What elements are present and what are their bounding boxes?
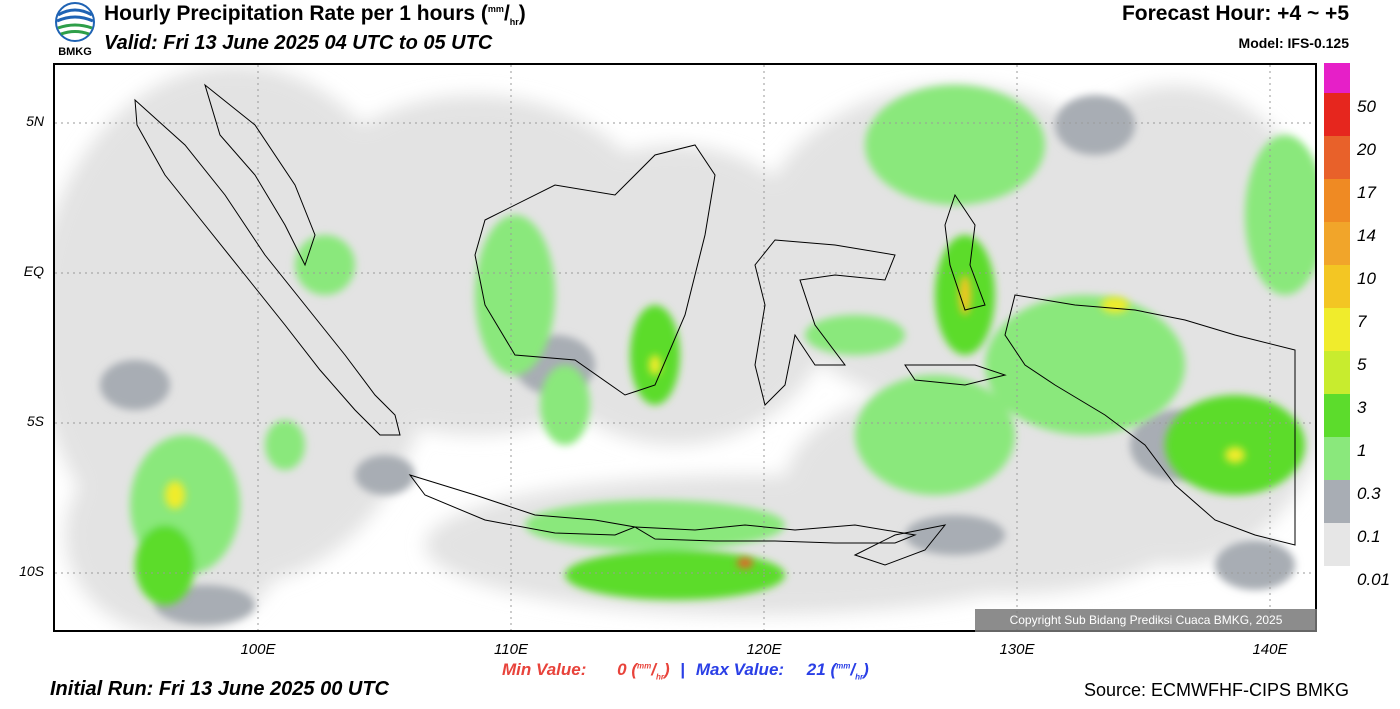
colorbar-segment [1324,222,1350,265]
lat-label-eq: EQ [23,263,44,279]
precipitation-map [53,63,1317,632]
lon-label-100e: 100E [240,641,276,658]
colorbar-label: 1 [1357,441,1367,460]
lat-label-5n: 5N [26,113,44,129]
colorbar-label: 7 [1357,312,1367,331]
lon-label-130e: 130E [999,641,1035,658]
colorbar-segment [1324,351,1350,394]
colorbar-label: 50 [1357,97,1376,116]
colorbar-label: 0.01 [1357,570,1391,589]
colorbar-label: 5 [1357,355,1367,374]
colorbar-label: 0.1 [1357,527,1381,546]
lon-label-110e: 110E [494,641,528,658]
valid-time: Valid: Fri 13 June 2025 04 UTC to 05 UTC [104,32,493,54]
colorbar-label: 14 [1357,226,1376,245]
max-value: 21 [806,660,826,679]
colorbar-segment [1324,93,1350,136]
max-label: Max Value: [695,660,785,679]
colorbar-segment [1324,265,1350,308]
papua-outline [1004,294,1296,546]
colorbar-segment [1324,437,1350,480]
min-max-values: Min Value: 0 (mm/hr) | Max Value: 21 (mm… [502,660,869,682]
halmahera-outline [944,193,986,311]
forecast-hour: Forecast Hour: +4 ~ +5 [1121,2,1349,25]
data-source: Source: ECMWFHF-CIPS BMKG [1083,680,1349,700]
lon-label-140e: 140E [1252,641,1288,658]
colorbar-segment [1324,136,1350,179]
lesser-sunda-outline [634,524,917,544]
colorbar-label: 17 [1357,183,1376,202]
sumatra-outline [134,98,401,436]
coastlines [134,83,1296,566]
min-label: Min Value: [502,660,587,679]
bmkg-logo [52,1,98,59]
lat-label-10s: 10S [19,563,44,579]
map-canvas [55,65,1315,630]
java-outline [408,474,637,536]
separator: | [680,660,686,679]
sulawesi-outline [754,239,896,406]
logo-label: BMKG [58,46,92,58]
colorbar-label: 0.3 [1357,484,1381,503]
lon-label-120e: 120E [746,641,782,658]
colorbar-label: 3 [1357,398,1367,417]
chart-title: Hourly Precipitation Rate per 1 hours (m… [104,2,526,28]
timor-outline [853,524,947,566]
min-value: 0 [617,660,627,679]
colorbar-segment [1324,394,1350,437]
colorbar-segment [1324,480,1350,523]
colorbar-segment [1324,63,1350,93]
colorbar-segment [1324,179,1350,222]
seram-outline [904,364,1007,386]
colorbar-segment [1324,523,1350,566]
colorbar [1324,63,1350,566]
initial-run: Initial Run: Fri 13 June 2025 00 UTC [50,678,389,700]
model-name: Model: IFS-0.125 [1238,35,1349,51]
colorbar-label: 10 [1357,269,1376,288]
malaysia-outline [204,83,316,267]
colorbar-label: 20 [1357,140,1376,159]
copyright-notice: Copyright Sub Bidang Prediksi Cuaca BMKG… [975,609,1317,632]
lat-label-5s: 5S [26,413,44,429]
colorbar-segment [1324,308,1350,351]
rain-field-yellow [165,275,1245,568]
borneo-outline [474,144,716,396]
